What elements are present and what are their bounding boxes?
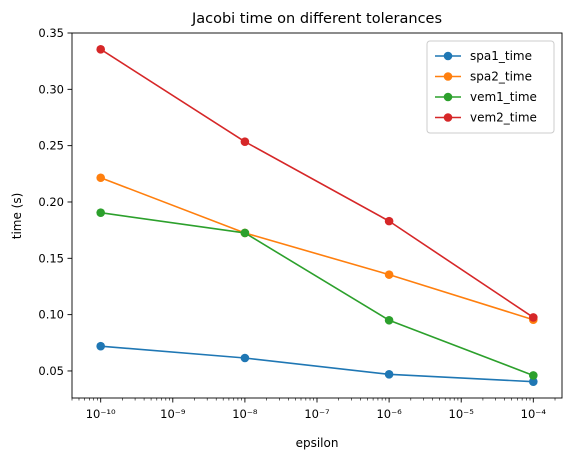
- series-line-vem2_time: [100, 48, 534, 319]
- data-point-spa1_time: [96, 341, 105, 351]
- legend-label-spa1_time: spa1_time: [470, 49, 532, 63]
- data-point-vem2_time: [529, 313, 538, 322]
- data-point-vem1_time: [529, 371, 538, 380]
- legend-label-vem1_time: vem1_time: [470, 90, 537, 104]
- y-tick-label: 0.35: [38, 26, 64, 40]
- y-tick-label: 0.15: [38, 251, 64, 265]
- series-line-spa1_time: [100, 345, 534, 383]
- legend: spa1_time spa2_time vem1_time vem2_time: [426, 40, 555, 134]
- y-tick-label: 0.05: [38, 364, 64, 378]
- data-point-spa1_time: [384, 370, 394, 379]
- x-tick-label: 10⁻⁵: [449, 407, 475, 421]
- x-tick-label: 10⁻⁷: [304, 407, 330, 421]
- y-tick-label: 0.25: [38, 139, 64, 153]
- x-tick-label: 10⁻⁹: [160, 407, 186, 421]
- x-axis-label: epsilon: [296, 436, 339, 450]
- legend-box: [426, 40, 555, 134]
- legend-label-vem2_time: vem2_time: [470, 111, 537, 125]
- x-tick-label: 10⁻⁴: [521, 407, 547, 421]
- y-tick-label: 0.30: [38, 82, 64, 96]
- chart-title: Jacobi time on different tolerances: [191, 11, 442, 27]
- legend-marker-vem1_time: [443, 92, 453, 102]
- x-tick-label: 10⁻⁸: [232, 407, 258, 421]
- data-point-vem2_time: [96, 45, 105, 54]
- series-line-spa2_time: [100, 177, 534, 321]
- data-point-spa1_time: [529, 377, 538, 386]
- data-point-vem1_time: [240, 228, 250, 238]
- legend-marker-spa1_time: [443, 51, 453, 61]
- legend-marker-spa2_time: [443, 72, 453, 81]
- legend-marker-vem2_time: [443, 113, 453, 122]
- series-line-vem1_time: [100, 211, 534, 377]
- data-point-vem1_time: [96, 208, 105, 217]
- x-tick-label: 10⁻⁶: [376, 407, 402, 421]
- plot-area: 10⁻¹⁰ 10⁻⁹ 10⁻⁸ 10⁻⁷ 10⁻⁶ 10⁻⁵ 10⁻⁴ 0.05 0.10 0.1…: [38, 26, 563, 421]
- y-axis-label: time (s): [10, 193, 24, 240]
- data-point-vem2_time: [240, 137, 250, 147]
- data-point-spa2_time: [96, 173, 105, 183]
- data-point-spa1_time: [240, 353, 250, 363]
- data-point-vem1_time: [384, 315, 394, 325]
- data-point-vem2_time: [384, 216, 394, 226]
- x-tick-label: 10⁻¹⁰: [86, 407, 116, 421]
- legend-label-spa2_time: spa2_time: [470, 70, 532, 84]
- y-tick-label: 0.10: [38, 308, 64, 322]
- y-tick-label: 0.20: [38, 195, 64, 209]
- data-point-spa2_time: [384, 270, 394, 279]
